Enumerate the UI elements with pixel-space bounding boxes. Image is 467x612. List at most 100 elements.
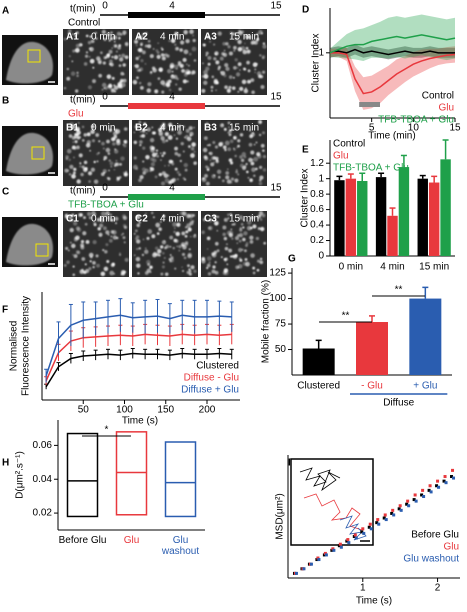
legend-label: Control [422, 91, 454, 102]
speckle [223, 49, 226, 52]
speckle [69, 164, 74, 169]
speckle [239, 228, 243, 232]
legend-label: Glu [333, 151, 349, 162]
legend-label: Glu washout [403, 554, 459, 565]
speckle [214, 270, 219, 275]
speckle [176, 177, 180, 181]
speckle [228, 51, 233, 56]
speckle [215, 60, 220, 65]
legend-label: TFB-TBOA + Glu [333, 163, 409, 174]
speckle [84, 263, 87, 266]
speckle [90, 39, 95, 44]
speckle [134, 237, 138, 241]
speckle [233, 135, 238, 140]
speckle [139, 134, 143, 138]
speckle [111, 262, 115, 266]
speckle [170, 38, 176, 44]
speckle [205, 51, 209, 55]
speckle [123, 144, 127, 148]
y-tick-label: 0 [318, 251, 324, 262]
speckle [240, 234, 242, 237]
speckle [92, 66, 95, 69]
speckle [211, 174, 216, 179]
speckle [162, 261, 165, 264]
speckle [214, 51, 219, 56]
point [427, 488, 431, 492]
point [315, 558, 319, 562]
speckle [232, 222, 236, 226]
speckle [188, 269, 192, 273]
category-label: Before Glu [58, 535, 107, 546]
speckle [181, 269, 185, 273]
speckles [132, 29, 197, 94]
speckle [134, 229, 138, 233]
speckle [73, 167, 77, 171]
speckle [168, 122, 173, 128]
speckle [94, 32, 97, 35]
speckle [147, 82, 152, 87]
speckle [122, 171, 125, 174]
speckle [105, 147, 111, 153]
speckle [163, 256, 166, 260]
speckle [177, 130, 182, 135]
speckle [98, 73, 103, 78]
speckle [234, 253, 238, 258]
speckle [79, 165, 82, 168]
speckle [236, 233, 240, 237]
speckle [254, 68, 257, 71]
speckle [225, 243, 228, 246]
speckle [207, 272, 212, 276]
speckle [208, 261, 211, 264]
speckle [114, 216, 119, 221]
speckle [188, 248, 191, 251]
speckle [220, 141, 224, 146]
point [383, 513, 387, 517]
frame-time: 4 min [160, 214, 184, 225]
speckle [203, 80, 208, 85]
frame-id: A3 [204, 32, 217, 43]
speckle [209, 159, 212, 162]
speckle [190, 153, 195, 158]
speckle [230, 177, 235, 181]
speckle [80, 240, 85, 244]
speckle [206, 256, 212, 261]
speckle [237, 263, 243, 269]
speckle [106, 216, 110, 220]
speckle [109, 161, 114, 166]
speckle [169, 219, 172, 223]
speckle [86, 132, 91, 137]
stimulus-bar [359, 102, 380, 107]
speckle [241, 79, 247, 85]
speckle [255, 236, 260, 241]
speckle [66, 76, 71, 81]
speckle [157, 42, 160, 44]
speckle [135, 44, 138, 47]
frame-id: A1 [66, 32, 79, 43]
speckle [186, 80, 189, 83]
speckle [189, 29, 194, 35]
speckle [118, 36, 121, 40]
speckle [227, 147, 232, 152]
speckle [116, 31, 121, 36]
speckle [206, 144, 209, 147]
speckle [69, 36, 71, 39]
point [414, 499, 418, 503]
speckle [247, 69, 251, 73]
speckle [248, 142, 253, 147]
speckle [180, 141, 184, 146]
speckle [72, 141, 75, 143]
cell [6, 132, 54, 175]
speckles [133, 210, 197, 276]
speckle [181, 266, 183, 269]
speckle [83, 133, 87, 137]
speckle [207, 62, 211, 66]
speckle [190, 147, 195, 151]
speckle [67, 29, 72, 33]
speckle [101, 82, 107, 88]
speckle [168, 88, 172, 92]
speckle [119, 80, 123, 84]
point [406, 499, 410, 503]
speckle [227, 121, 231, 125]
speckle [72, 265, 75, 268]
